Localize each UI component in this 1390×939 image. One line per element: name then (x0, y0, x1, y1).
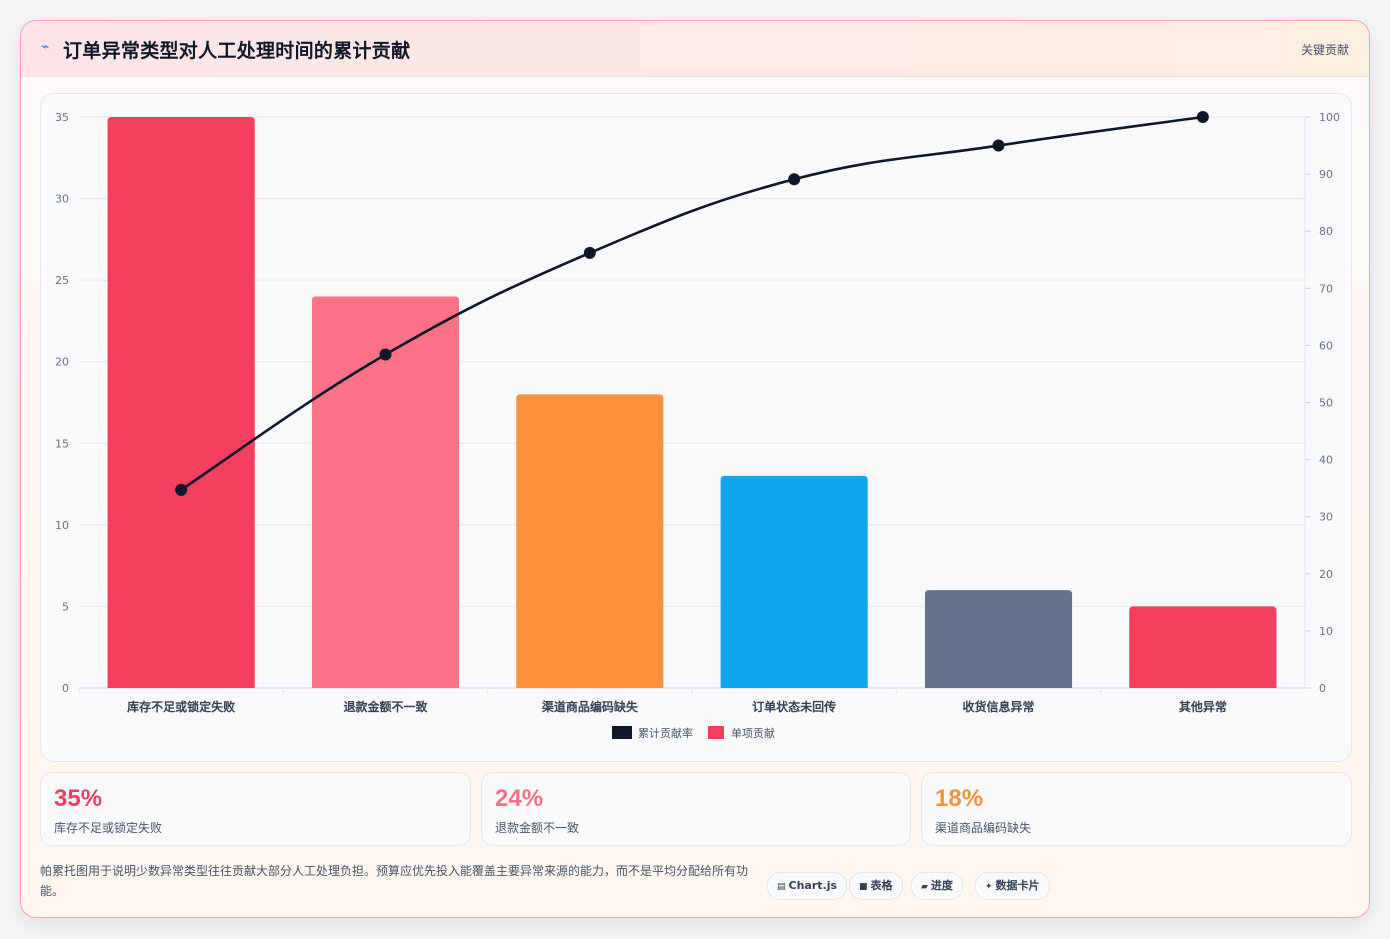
y-left-tick-label: 15 (55, 437, 69, 450)
stat-value: 35% (54, 785, 103, 812)
chart-panel: 0 5 10 15 20 25 30 35 0 10 20 30 40 50 60 70 80 90 100 库存不足… (40, 93, 1352, 762)
bar (311, 296, 460, 688)
stat-card: 24% 退款金额不一致 (481, 772, 911, 846)
x-tick-label: 订单状态未回传 (752, 699, 836, 714)
stat-label: 库存不足或锁定失败 (54, 821, 163, 835)
cumulative-point (379, 348, 392, 361)
chart-note: 帕累托图用于说明少数异常类型往往贡献大部分人工处理负担。预算应优先投入能覆盖主要… (40, 864, 749, 898)
x-tick-label: 其他异常 (1179, 699, 1227, 714)
bar (107, 117, 255, 688)
y-right-tick-label: 100 (1319, 111, 1340, 124)
y-left-tick-label: 20 (55, 356, 69, 369)
y-left-tick-label: 25 (55, 274, 69, 287)
chip-label: 数据卡片 (995, 879, 1040, 892)
bar (720, 475, 868, 688)
y-left-tick-label: 5 (62, 600, 69, 613)
y-right-tick-label: 90 (1319, 168, 1333, 181)
y-right-tick-label: 40 (1319, 454, 1333, 467)
legend-label: 累计贡献率 (638, 726, 693, 740)
stat-value: 18% (935, 785, 984, 812)
y-right-tick-label: 10 (1319, 625, 1333, 638)
chip-label: Chart.js (788, 879, 838, 892)
card-header: ⌁ 订单异常类型对人工处理时间的累计贡献 关键贡献 (21, 21, 1369, 77)
stat-card: 18% 渠道商品编码缺失 (921, 772, 1352, 846)
stat-value: 24% (495, 785, 544, 812)
cumulative-point (1196, 111, 1209, 123)
x-tick-label: 渠道商品编码缺失 (542, 699, 639, 714)
cumulative-point (992, 139, 1005, 152)
sparkle-icon: ✦ (985, 882, 993, 892)
chip-label: 表格 (870, 879, 893, 892)
chip-label: 进度 (930, 879, 953, 892)
y-right-tick-label: 60 (1319, 339, 1333, 352)
table-icon: ■ (859, 882, 868, 892)
bar (1129, 606, 1277, 688)
chart-title: 订单异常类型对人工处理时间的累计贡献 (63, 40, 411, 62)
y-right-tick-label: 50 (1319, 397, 1333, 410)
header-tag: 关键贡献 (1300, 43, 1349, 57)
x-tick-label: 库存不足或锁定失败 (127, 699, 235, 714)
chip-progress[interactable]: ▰ 进度 (911, 872, 963, 900)
y-right-tick-label: 0 (1319, 682, 1326, 695)
chip-table[interactable]: ■ 表格 (849, 872, 903, 900)
stat-label: 渠道商品编码缺失 (935, 821, 1032, 835)
x-tick-label: 退款金额不一致 (343, 699, 428, 714)
y-right-tick-label: 20 (1319, 568, 1333, 581)
chip-data-card[interactable]: ✦ 数据卡片 (975, 872, 1050, 900)
chip-chartjs[interactable]: ▤ Chart.js (767, 872, 848, 900)
y-left-tick-label: 35 (55, 111, 69, 124)
bar (516, 394, 664, 688)
cumulative-line (180, 115, 1204, 491)
cumulative-point (175, 483, 188, 496)
progress-icon: ▰ (921, 882, 928, 892)
pareto-chart: 0 5 10 15 20 25 30 35 0 10 20 30 40 50 60 70 80 90 100 库存不足… (55, 111, 1340, 740)
x-tick-label: 收货信息异常 (962, 699, 1034, 714)
stat-label: 退款金额不一致 (495, 821, 580, 835)
cumulative-point (583, 246, 596, 259)
legend-swatch (612, 726, 632, 739)
chart-card: ⌁ 订单异常类型对人工处理时间的累计贡献 关键贡献 0 5 10 15 20 25 30 35… (20, 20, 1370, 918)
y-left-tick-label: 0 (62, 682, 69, 695)
chart-icon: ▤ (777, 882, 786, 892)
bar (924, 590, 1073, 688)
legend-label: 单项贡献 (731, 726, 775, 740)
y-left-tick-label: 10 (55, 519, 69, 532)
y-right-tick-label: 80 (1319, 225, 1333, 238)
cumulative-point (788, 173, 801, 186)
y-left-tick-label: 30 (55, 193, 69, 206)
legend-swatch (708, 726, 724, 739)
bolt-icon: ⌁ (41, 39, 50, 55)
stat-card: 35% 库存不足或锁定失败 (40, 772, 471, 846)
y-right-tick-label: 70 (1319, 282, 1333, 295)
y-right-tick-label: 30 (1319, 511, 1333, 524)
